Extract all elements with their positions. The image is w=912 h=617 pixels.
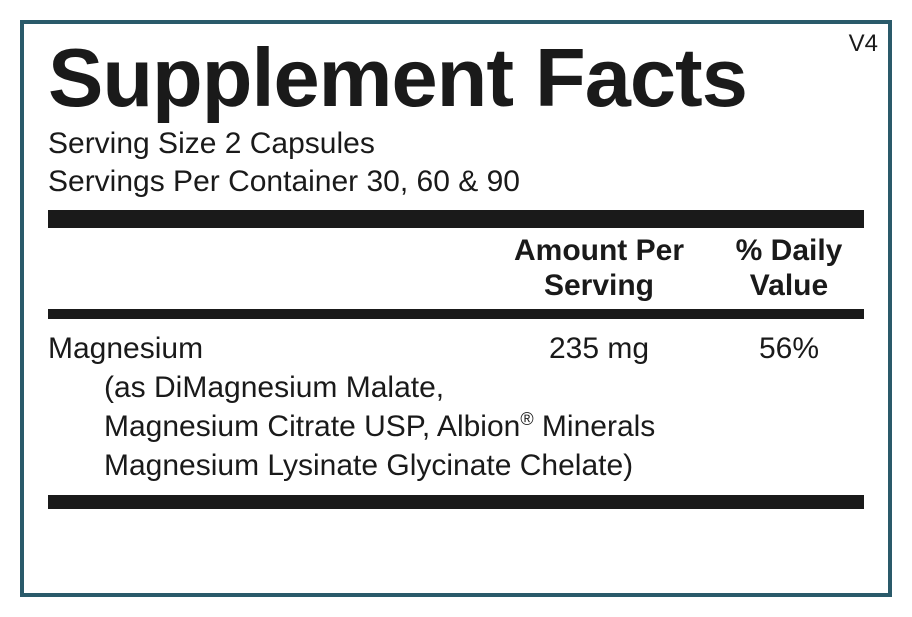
forms-line-2: Magnesium Citrate USP, Albion® Minerals (104, 407, 864, 446)
servings-per-container: Servings Per Container 30, 60 & 90 (48, 163, 864, 201)
serving-size: Serving Size 2 Capsules (48, 125, 864, 163)
divider-medium (48, 309, 864, 319)
version-label: V4 (849, 30, 878, 58)
forms-line-1: (as DiMagnesium Malate, (104, 368, 864, 407)
registered-symbol: ® (520, 409, 533, 429)
header-amount: Amount Per Serving (484, 234, 714, 303)
panel-title: Supplement Facts (48, 36, 864, 119)
divider-thick (48, 210, 864, 228)
supplement-facts-panel: V4 Supplement Facts Serving Size 2 Capsu… (20, 20, 892, 597)
header-dv: % Daily Value (714, 234, 864, 303)
nutrient-dv: 56% (714, 329, 864, 368)
nutrient-amount: 235 mg (484, 329, 714, 368)
header-spacer (48, 234, 484, 303)
nutrient-forms: (as DiMagnesium Malate, Magnesium Citrat… (48, 368, 864, 485)
column-headers: Amount Per Serving % Daily Value (48, 234, 864, 303)
nutrient-row: Magnesium 235 mg 56% (48, 329, 864, 368)
forms-line-3: Magnesium Lysinate Glycinate Chelate) (104, 446, 864, 485)
nutrient-name: Magnesium (48, 329, 484, 368)
divider-bottom (48, 495, 864, 509)
